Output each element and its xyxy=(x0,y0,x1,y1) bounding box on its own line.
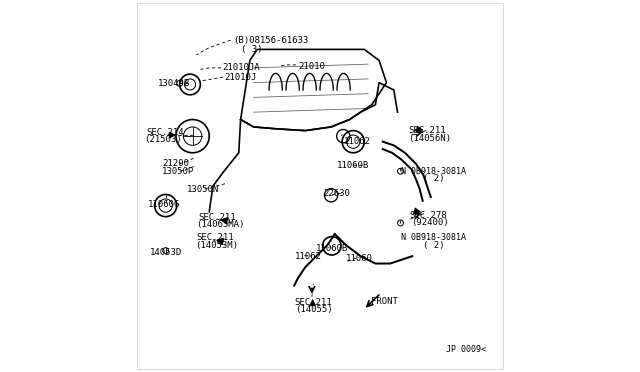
Text: 21010JA: 21010JA xyxy=(222,63,260,72)
Text: 13050P: 13050P xyxy=(162,167,194,176)
Text: 13050N: 13050N xyxy=(187,185,220,194)
Text: SEC.211: SEC.211 xyxy=(196,233,234,242)
Text: SEC.278: SEC.278 xyxy=(410,211,447,220)
Text: (14053M): (14053M) xyxy=(195,241,238,250)
Text: 22630: 22630 xyxy=(324,189,351,198)
Text: FRONT: FRONT xyxy=(371,297,397,306)
Text: (B)08156-61633: (B)08156-61633 xyxy=(233,36,308,45)
Text: ( 2): ( 2) xyxy=(422,174,444,183)
Text: SEC.211: SEC.211 xyxy=(294,298,332,307)
Text: 21200: 21200 xyxy=(162,159,189,169)
Text: 11062: 11062 xyxy=(295,251,322,261)
Text: N 0B918-3081A: N 0B918-3081A xyxy=(401,167,466,176)
Text: (21503): (21503) xyxy=(145,135,182,144)
Text: 11060G: 11060G xyxy=(148,200,180,209)
Text: 21010: 21010 xyxy=(298,61,324,71)
Text: 11060: 11060 xyxy=(346,254,372,263)
Text: ( 2): ( 2) xyxy=(422,241,444,250)
Text: SEC.211: SEC.211 xyxy=(198,213,236,222)
Text: SEC.211: SEC.211 xyxy=(408,126,446,135)
Text: ( 3): ( 3) xyxy=(241,45,262,54)
Text: (14056N): (14056N) xyxy=(408,134,451,142)
Text: 13049B: 13049B xyxy=(158,79,191,88)
Text: JP 0009<: JP 0009< xyxy=(445,345,486,354)
Text: (14063MA): (14063MA) xyxy=(196,220,244,229)
Text: (92400): (92400) xyxy=(412,218,449,227)
Text: 11060B: 11060B xyxy=(337,161,369,170)
Text: SEC.214: SEC.214 xyxy=(147,128,184,137)
Text: 21010J: 21010J xyxy=(224,73,256,81)
Text: N 0B918-3081A: N 0B918-3081A xyxy=(401,233,466,242)
Text: (14055): (14055) xyxy=(295,305,333,314)
Text: 14053D: 14053D xyxy=(150,248,182,257)
Text: 11060B: 11060B xyxy=(316,244,348,253)
Text: 11062: 11062 xyxy=(344,137,371,146)
